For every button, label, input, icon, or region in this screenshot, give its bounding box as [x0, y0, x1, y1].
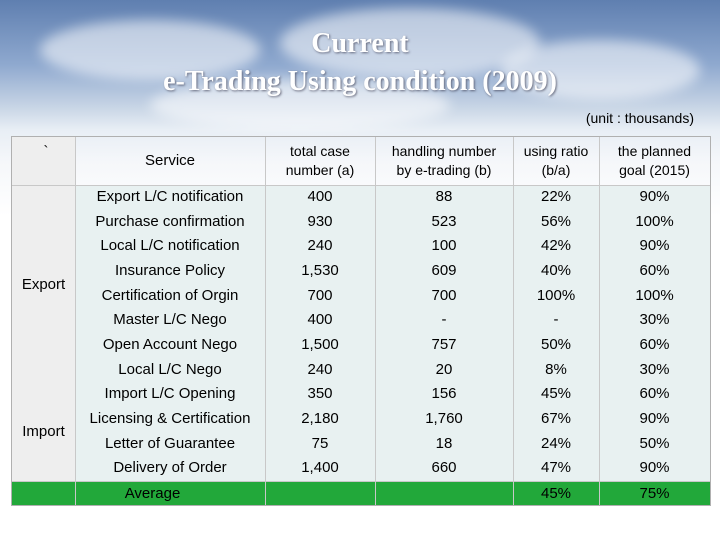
cell-service: Export L/C notification [96, 188, 244, 205]
sky-cloud [500, 40, 700, 100]
average-label: Average [124, 485, 181, 502]
cell-planned-goal: 50% [639, 434, 670, 452]
column-divider [375, 137, 376, 505]
cell-total-cases: 350 [307, 385, 333, 403]
cell-planned-goal: 30% [639, 360, 670, 378]
cell-total-cases: 1,500 [301, 336, 339, 354]
cell-e-trading-count: 88 [435, 188, 453, 205]
cell-using-ratio: 24% [540, 434, 572, 452]
header-total-line1: total case [290, 143, 350, 159]
header-service: Service [144, 152, 196, 169]
row-divider [12, 185, 710, 186]
average-ratio: 45% [540, 485, 572, 502]
cell-service: Open Account Nego [102, 336, 238, 354]
cell-e-trading-count: 100 [431, 237, 457, 255]
cell-using-ratio: 100% [536, 286, 576, 304]
cell-using-ratio: 8% [545, 360, 567, 378]
cell-using-ratio: 50% [540, 336, 572, 354]
cell-total-cases: 240 [307, 237, 333, 255]
sky-cloud [280, 8, 540, 78]
cell-service: Local L/C notification [100, 237, 240, 255]
group-label-export: Export [21, 276, 66, 293]
cell-planned-goal: 30% [639, 311, 670, 329]
cell-planned-goal: 60% [639, 336, 670, 354]
average-row-bar [12, 481, 710, 505]
cell-total-cases: 240 [307, 360, 333, 378]
cell-e-trading-count: 660 [431, 459, 457, 477]
cell-planned-goal: 100% [635, 212, 674, 230]
cell-planned-goal: 90% [639, 410, 670, 428]
cell-planned-goal: 60% [639, 385, 670, 403]
cell-total-cases: 75 [311, 434, 329, 452]
header-ratio-line2: (b/a) [541, 162, 571, 178]
sky-cloud [150, 80, 450, 130]
header-ratio-line1: using ratio [523, 143, 589, 159]
column-divider [75, 137, 76, 505]
cell-e-trading-count: - [441, 311, 447, 329]
row-divider [12, 481, 710, 482]
cell-total-cases: 1,400 [301, 459, 339, 477]
cell-service: Delivery of Order [113, 459, 227, 477]
cell-service: Certification of Orgin [101, 286, 239, 304]
cell-total-cases: 400 [307, 311, 333, 329]
cell-using-ratio: 56% [540, 212, 572, 230]
cell-total-cases: 400 [307, 188, 333, 205]
cell-e-trading-count: 156 [431, 385, 457, 403]
cell-e-trading-count: 20 [435, 360, 453, 378]
cell-planned-goal: 90% [639, 237, 670, 255]
column-divider [599, 137, 600, 505]
cell-using-ratio: 47% [540, 459, 572, 477]
cell-e-trading-count: 18 [435, 434, 453, 452]
sky-cloud [40, 20, 260, 80]
cell-using-ratio: 40% [540, 262, 572, 279]
header-goal-line1: the planned [617, 143, 692, 159]
cell-e-trading-count: 523 [431, 212, 457, 230]
slide-title-line2: e-Trading Using condition (2009) [163, 66, 557, 97]
group-label-import: Import [22, 423, 65, 440]
corner-mark: ` [43, 143, 49, 160]
header-total-line2: number (a) [285, 162, 355, 178]
header-handling-line1: handling number [391, 143, 497, 159]
cell-using-ratio: 42% [540, 237, 572, 255]
slide-title-line1: Current [311, 28, 409, 59]
cell-total-cases: 1,530 [301, 262, 339, 279]
cell-planned-goal: 90% [639, 188, 670, 205]
e-trading-table: ` Service total case number (a) handling… [11, 136, 711, 506]
cell-total-cases: 700 [307, 286, 333, 304]
cell-service: Purchase confirmation [95, 212, 245, 230]
average-goal: 75% [639, 485, 670, 502]
cell-e-trading-count: 609 [431, 262, 457, 279]
cell-planned-goal: 60% [639, 262, 670, 279]
rows-background [75, 185, 710, 481]
cell-service: Import L/C Opening [104, 385, 236, 403]
cell-service: Local L/C Nego [118, 360, 222, 378]
unit-note: (unit : thousands) [585, 110, 694, 126]
cell-using-ratio: 45% [540, 385, 572, 403]
cell-using-ratio: 22% [540, 188, 572, 205]
cell-using-ratio: 67% [540, 410, 572, 428]
cell-service: Licensing & Certification [89, 410, 251, 428]
cell-service: Letter of Guarantee [104, 434, 236, 452]
header-handling-line2: by e-trading (b) [396, 162, 492, 178]
cell-e-trading-count: 757 [431, 336, 457, 354]
cell-e-trading-count: 1,760 [425, 410, 463, 428]
header-goal-line2: goal (2015) [619, 162, 690, 178]
cell-planned-goal: 90% [639, 459, 670, 477]
cell-total-cases: 2,180 [301, 410, 339, 428]
cell-using-ratio: - [553, 311, 559, 329]
cell-total-cases: 930 [307, 212, 333, 230]
group-column-background [12, 137, 75, 505]
cell-e-trading-count: 700 [431, 286, 457, 304]
cell-planned-goal: 100% [635, 286, 674, 304]
column-divider [265, 137, 266, 505]
cell-service: Insurance Policy [114, 262, 226, 279]
column-divider [513, 137, 514, 505]
cell-service: Master L/C Nego [113, 311, 227, 329]
